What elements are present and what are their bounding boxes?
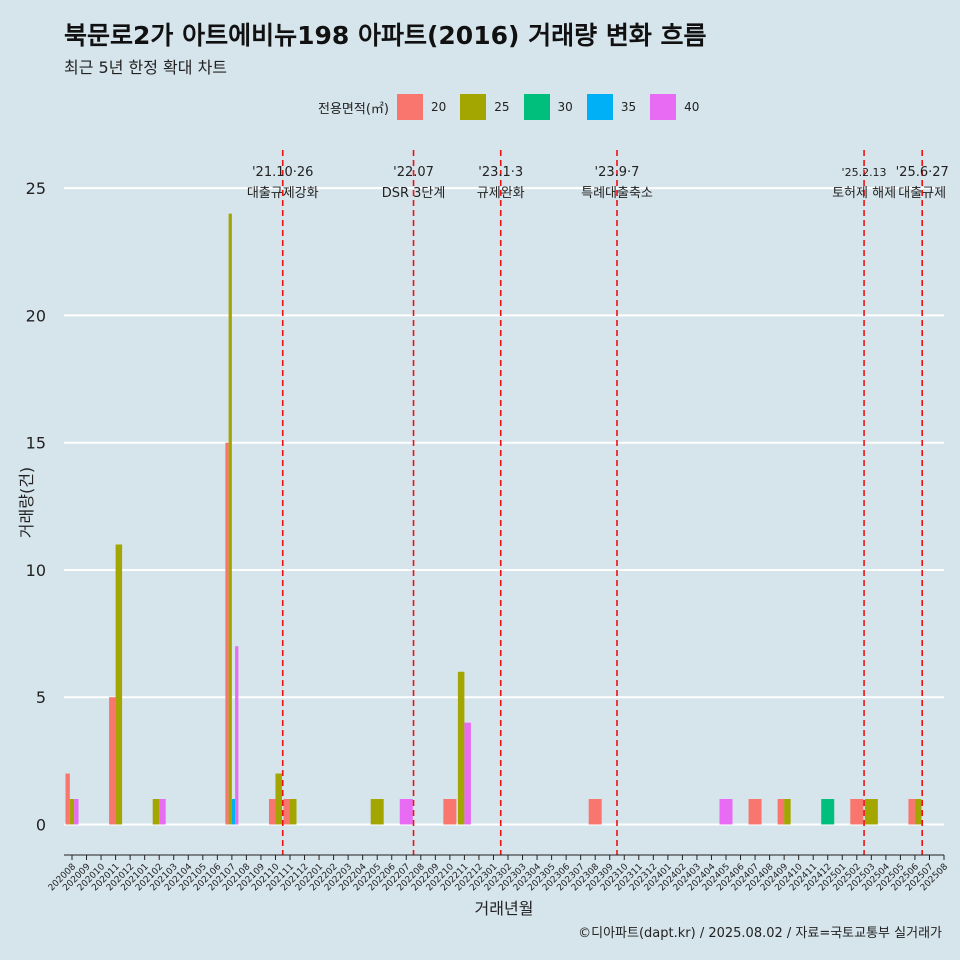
y-tick-label-25: 25 — [26, 179, 46, 198]
bar-202111-25 — [290, 799, 297, 825]
bar-202409-25 — [784, 799, 791, 825]
event-date-1: '22.07 — [393, 165, 434, 180]
bar-202211-40 — [464, 722, 471, 825]
bar-202107-35 — [231, 799, 236, 825]
legend-label-30: 30 — [557, 100, 573, 114]
bar-202409-20 — [777, 799, 785, 825]
legend-label-35: 35 — [620, 100, 637, 114]
event-label-2: 규제완화 — [477, 186, 525, 201]
bar-202111-20 — [283, 799, 290, 825]
bar-202503-25 — [864, 799, 878, 825]
bar-202110-25 — [275, 773, 282, 825]
caption: ©디아파트(dapt.kr) / 2025.08.02 / 자료=국토교통부 실… — [578, 926, 942, 941]
bar-202102-40 — [159, 799, 166, 825]
legend-title: 전용면적(㎡) — [318, 101, 389, 117]
legend-swatch-30 — [523, 94, 550, 120]
event-label-0: 대출규제강화 — [247, 186, 319, 201]
bar-202412-30 — [821, 799, 835, 825]
event-date-5: '25.6·27 — [896, 165, 949, 180]
event-label-5: 대출규제 — [898, 186, 946, 201]
legend-swatch-35 — [586, 94, 613, 120]
event-date-3: '23.9·7 — [595, 165, 640, 180]
chart-title: 북문로2가 아트에비뉴198 아파트(2016) 거래량 변화 흐름 — [64, 21, 707, 50]
y-tick-label-0: 0 — [36, 815, 46, 834]
event-label-4: 토허제 해제 — [832, 186, 896, 201]
y-tick-label-5: 5 — [36, 688, 46, 707]
bar-202210-20 — [443, 799, 457, 825]
event-date-2: '23.1·3 — [478, 165, 523, 180]
event-date-4: '25.2.13 — [842, 166, 887, 179]
bar-202308-20 — [588, 799, 602, 825]
bar-202011-20 — [109, 697, 116, 825]
y-tick-label-15: 15 — [26, 434, 46, 453]
event-date-0: '21.10·26 — [252, 165, 313, 180]
bar-202407-20 — [748, 799, 762, 825]
bar-202107-25 — [228, 213, 232, 825]
bar-202110-20 — [268, 799, 276, 825]
bar-202008-40 — [74, 799, 79, 825]
bar-202205-25 — [370, 799, 384, 825]
y-axis-label: 거래량(건) — [17, 467, 36, 538]
legend-label-40: 40 — [684, 100, 700, 114]
y-tick-label-10: 10 — [26, 561, 46, 580]
bar-202405-40 — [719, 799, 733, 825]
bar-202008-25 — [69, 799, 75, 825]
legend-swatch-40 — [650, 94, 677, 120]
bar-202211-25 — [457, 671, 465, 825]
legend-swatch-20 — [396, 94, 423, 120]
bar-202102-25 — [152, 799, 160, 825]
chart-subtitle: 최근 5년 한정 확대 차트 — [64, 58, 228, 77]
event-label-3: 특례대출축소 — [581, 186, 653, 201]
legend-label-25: 25 — [494, 100, 510, 114]
bar-202506-20 — [908, 799, 915, 825]
x-axis-label: 거래년월 — [475, 899, 534, 918]
bar-202107-40 — [235, 646, 239, 825]
bar-202207-40 — [399, 799, 413, 825]
event-label-1: DSR 3단계 — [382, 186, 446, 201]
legend-label-20: 20 — [430, 100, 447, 114]
bar-202008-20 — [65, 773, 70, 825]
legend: 전용면적(㎡) 20 25 30 35 40 — [318, 93, 713, 121]
bar-202502-20 — [850, 799, 864, 825]
bar-202506-25 — [914, 799, 922, 825]
bar-202011-25 — [115, 544, 123, 825]
bar-202107-20 — [225, 442, 229, 825]
y-tick-label-20: 20 — [26, 306, 46, 325]
legend-swatch-25 — [460, 94, 487, 120]
